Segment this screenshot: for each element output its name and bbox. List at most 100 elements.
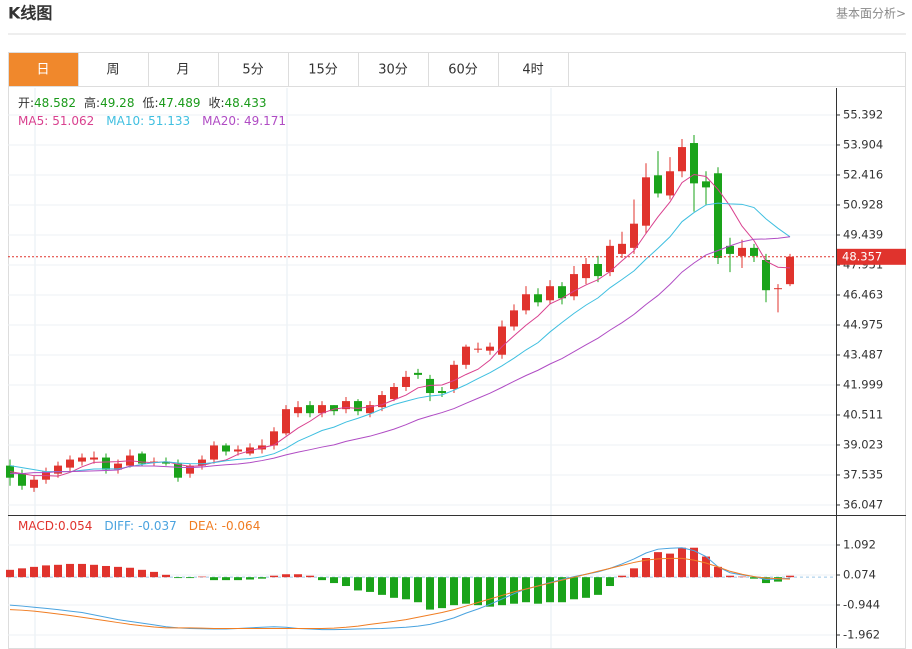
macd-line	[9, 557, 791, 629]
macd-bar	[702, 556, 710, 578]
ma-line	[10, 236, 791, 475]
macd-bar	[174, 577, 182, 579]
tab-label: 5分	[242, 63, 263, 78]
ma-line	[9, 202, 791, 473]
candle-body	[318, 405, 326, 414]
tab[interactable]: 日	[8, 52, 79, 87]
y-tick-label: 52.416	[843, 167, 883, 181]
tab[interactable]: 15分	[288, 52, 359, 87]
candle-body	[462, 346, 470, 365]
legend-value: 0.054	[58, 519, 92, 533]
candle-body	[414, 372, 422, 375]
tab[interactable]: 60分	[428, 52, 499, 87]
legend-value: -0.064	[222, 519, 261, 533]
candle-body	[354, 401, 362, 412]
candle-body	[642, 177, 650, 226]
candle-body	[390, 386, 398, 400]
tab-bg	[288, 52, 359, 87]
macd-bar	[126, 567, 134, 578]
macd-bar	[162, 574, 170, 578]
legend: MA5: 51.062 MA10: 51.133 MA20: 49.171	[18, 114, 286, 128]
macd-bar	[186, 577, 194, 579]
tab[interactable]: 4时	[498, 52, 569, 87]
candle-body	[162, 461, 170, 464]
macd-bar	[426, 577, 434, 610]
candle-body	[114, 463, 122, 470]
y-tick-label: 44.975	[843, 317, 883, 331]
legend-name: MACD:	[18, 519, 58, 533]
tab[interactable]: 30分	[358, 52, 429, 87]
candle-body	[594, 264, 602, 277]
macd-bar	[738, 576, 746, 578]
candle-body	[270, 431, 278, 446]
macd-bar	[198, 576, 206, 578]
macd-bar	[534, 577, 542, 604]
candle-body	[498, 326, 506, 355]
macd-bar	[246, 577, 254, 580]
macd-bar	[678, 547, 686, 578]
macd-bar	[318, 577, 326, 581]
fundamental-link[interactable]: 基本面分析>	[836, 7, 906, 21]
candle-body	[570, 274, 578, 297]
candle-body	[366, 405, 374, 414]
legend-value: -0.037	[138, 519, 177, 533]
tab[interactable]: 月	[148, 52, 219, 87]
time-separators	[34, 88, 552, 648]
chart-frame	[8, 52, 906, 649]
candle-body	[762, 259, 770, 291]
macd-bar	[234, 577, 242, 581]
macd-bar	[498, 577, 506, 606]
macd-bar	[474, 577, 482, 606]
macd-bar	[30, 566, 38, 578]
candle-body	[66, 459, 74, 468]
candle-body	[450, 364, 458, 389]
macd-bar	[558, 577, 566, 603]
macd-bar	[390, 577, 398, 598]
candle-body	[402, 376, 410, 387]
macd-bar	[102, 565, 110, 578]
page-title: K线图	[8, 4, 52, 23]
candle-body	[198, 459, 206, 466]
candle-body	[534, 294, 542, 303]
macd-bar	[582, 577, 590, 598]
tab-label: 月	[176, 63, 189, 78]
tab-label: 30分	[378, 63, 408, 78]
legend-name: MA10:	[106, 114, 144, 128]
ohlc-value: 48.582	[34, 96, 76, 110]
legend-name: DIFF:	[104, 519, 134, 533]
macd-bar	[90, 564, 98, 578]
macd-bar	[414, 577, 422, 603]
macd-bar	[18, 568, 26, 578]
candle-body	[486, 346, 494, 351]
macd-bar	[6, 569, 14, 578]
macd-bar	[258, 577, 266, 579]
y-tick-label: 37.535	[843, 467, 883, 481]
candle-body	[522, 294, 530, 311]
candle-body	[306, 405, 314, 414]
candle-body	[102, 457, 110, 470]
macd-bar	[282, 574, 290, 578]
tab-label: 15分	[308, 63, 338, 78]
candle-body	[714, 173, 722, 258]
ohlc-label: 高:	[84, 95, 100, 110]
candle-body	[474, 348, 482, 350]
last-price-label: 48.357	[842, 249, 882, 263]
ohlc-value: 47.489	[159, 96, 201, 110]
tab-bg	[78, 52, 149, 87]
candle-body	[438, 391, 446, 394]
ohlc-value: 48.433	[225, 96, 267, 110]
y-tick-label: 0.074	[843, 568, 876, 582]
macd-bar	[570, 577, 578, 600]
legend-value: 51.062	[52, 114, 94, 128]
macd-bar	[714, 566, 722, 578]
tab[interactable]: 周	[78, 52, 149, 87]
macd-bar	[762, 577, 770, 584]
macd-bar	[138, 569, 146, 578]
tab[interactable]: 5分	[218, 52, 289, 87]
macd-bar	[354, 577, 362, 591]
candle-body	[378, 395, 386, 408]
macd-bar	[378, 577, 386, 595]
macd-bar	[522, 577, 530, 603]
legend: MACD:0.054 DIFF: -0.037 DEA: -0.064	[18, 519, 260, 533]
